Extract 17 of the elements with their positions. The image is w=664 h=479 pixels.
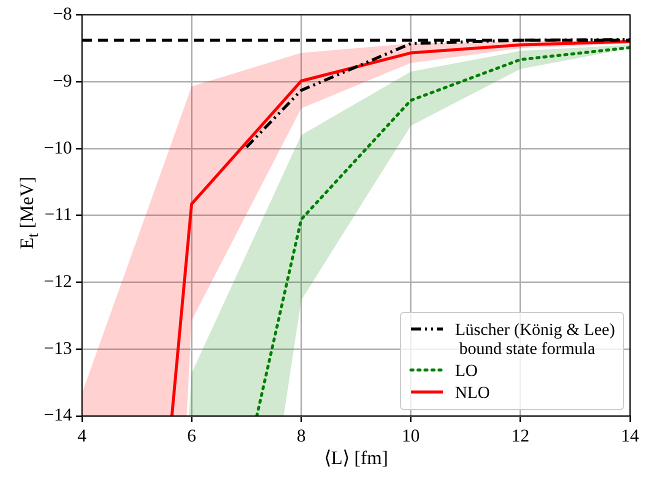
legend-label: NLO — [454, 383, 490, 402]
x-tick-label: 10 — [402, 426, 420, 446]
y-tick-label: −11 — [44, 204, 72, 224]
y-tick-label: −12 — [44, 271, 72, 291]
legend-label: LO — [454, 361, 478, 380]
y-tick-label: −10 — [44, 137, 72, 158]
x-tick-label: 6 — [187, 426, 196, 446]
y-tick-label: −13 — [44, 338, 72, 358]
y-tick-label: −9 — [52, 70, 72, 90]
legend-label: Lüscher (König & Lee) bound state formula — [454, 320, 615, 358]
x-axis-title: ⟨L⟩ [fm] — [322, 447, 390, 470]
x-tick-label: 12 — [511, 426, 530, 446]
y-tick-label: −8 — [52, 4, 72, 24]
x-tick-label: 8 — [296, 426, 306, 446]
x-tick-label: 14 — [621, 426, 639, 446]
y-tick-label: −14 — [44, 404, 72, 425]
x-tick-label: 4 — [78, 426, 86, 446]
